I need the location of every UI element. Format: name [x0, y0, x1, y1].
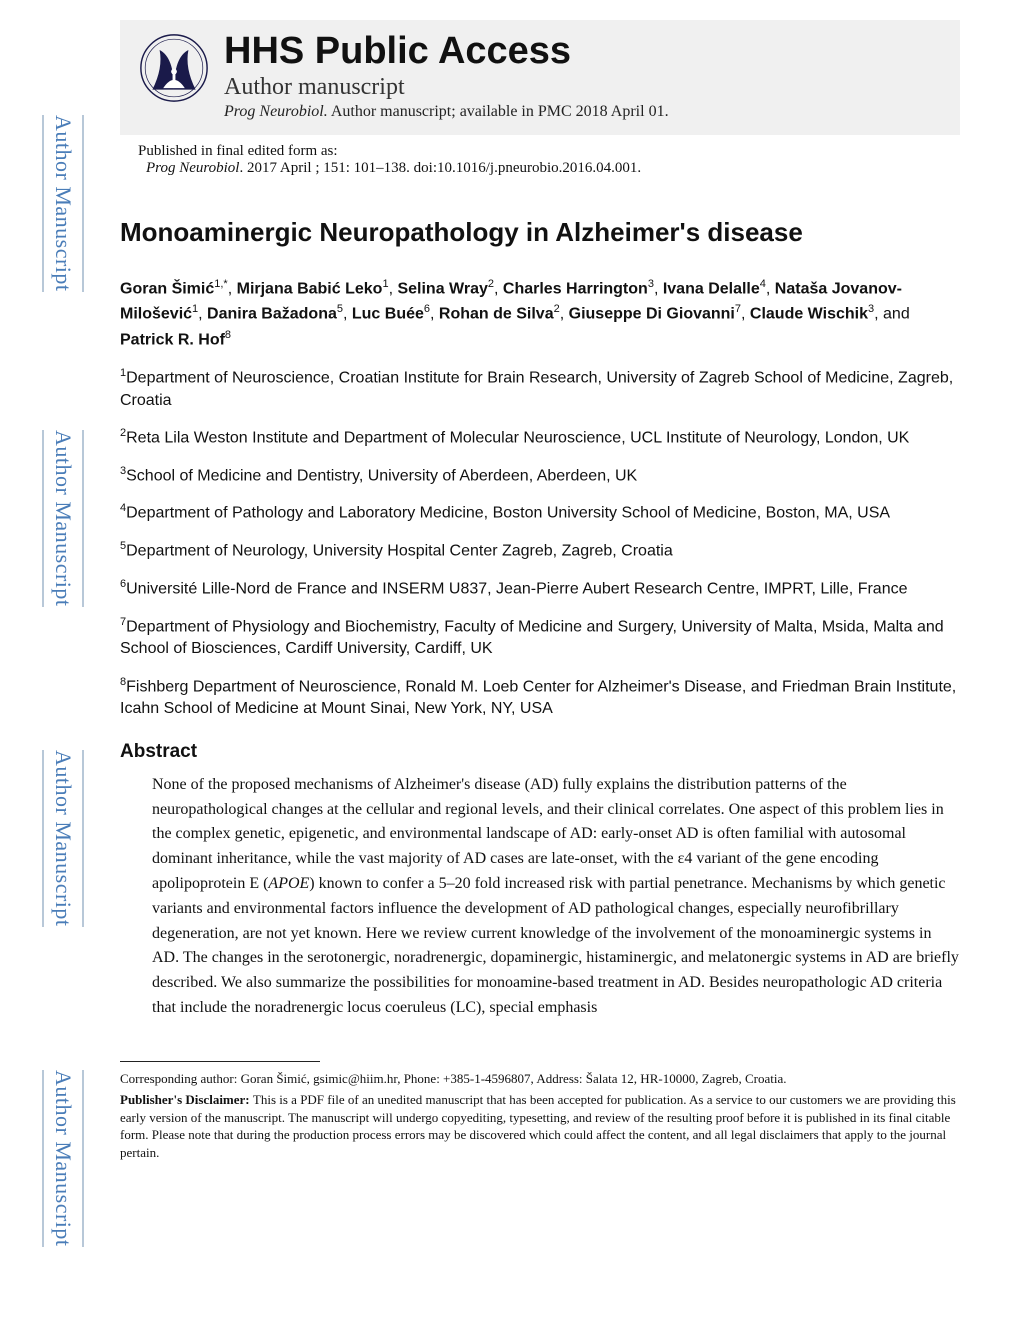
author-name: Charles Harrington — [503, 280, 648, 297]
pub-line2: Prog Neurobiol. 2017 April ; 151: 101–13… — [138, 160, 960, 177]
author-affil-sup: 8 — [225, 329, 231, 341]
author-name: Giuseppe Di Giovanni — [569, 306, 735, 323]
affiliation-text: Department of Neuroscience, Croatian Ins… — [120, 369, 953, 408]
author-sep: , — [654, 280, 663, 297]
abstract-post: ) known to confer a 5–20 fold increased … — [152, 875, 959, 1016]
affiliation: 7Department of Physiology and Biochemist… — [120, 615, 960, 661]
author-affil-sup: 1,* — [214, 278, 227, 290]
affiliation-text: Fishberg Department of Neuroscience, Ron… — [120, 678, 956, 717]
header-text-block: HHS Public Access Author manuscript Prog… — [224, 32, 669, 121]
publication-info: Published in final edited form as: Prog … — [120, 143, 960, 177]
affiliation-text: Reta Lila Weston Institute and Departmen… — [126, 429, 909, 446]
author-name: Rohan de Silva — [439, 306, 554, 323]
footer-block: Corresponding author: Goran Šimić, gsimi… — [120, 1070, 960, 1162]
watermark-author-manuscript: Author Manuscript — [42, 1070, 84, 1247]
publisher-disclaimer: Publisher's Disclaimer: This is a PDF fi… — [120, 1091, 960, 1161]
article-title: Monoaminergic Neuropathology in Alzheime… — [120, 217, 960, 248]
author-name: Danira Bažadona — [207, 306, 337, 323]
author-sep: , — [494, 280, 503, 297]
affiliation: 6Université Lille-Nord de France and INS… — [120, 577, 960, 601]
affiliation: 8Fishberg Department of Neuroscience, Ro… — [120, 675, 960, 721]
author-sep: , — [198, 306, 207, 323]
author-sep: , — [343, 306, 352, 323]
watermark-author-manuscript: Author Manuscript — [42, 115, 84, 292]
abstract-gene-italic: APOE — [268, 875, 309, 892]
author-name: Selina Wray — [397, 280, 487, 297]
footer-separator — [120, 1061, 320, 1062]
affiliation-text: Department of Physiology and Biochemistr… — [120, 618, 944, 657]
affiliation: 4Department of Pathology and Laboratory … — [120, 501, 960, 525]
author-name: Ivana Delalle — [663, 280, 760, 297]
affiliation: 3School of Medicine and Dentistry, Unive… — [120, 464, 960, 488]
pub-citation-text: . 2017 April ; 151: 101–138. doi:10.1016… — [239, 160, 641, 176]
author-sep: , — [560, 306, 569, 323]
author-sep: , — [430, 306, 439, 323]
author-sep: , — [766, 280, 775, 297]
corresponding-author: Corresponding author: Goran Šimić, gsimi… — [120, 1070, 960, 1088]
hhs-subtitle: Author manuscript — [224, 74, 669, 101]
pub-journal-italic: Prog Neurobiol — [146, 160, 239, 176]
abstract-text: None of the proposed mechanisms of Alzhe… — [120, 773, 960, 1021]
hhs-logo-icon — [138, 32, 210, 104]
hhs-title: HHS Public Access — [224, 32, 669, 72]
journal-availability-line: Prog Neurobiol. Author manuscript; avail… — [224, 103, 669, 121]
authors-list: Goran Šimić1,*, Mirjana Babić Leko1, Sel… — [120, 276, 960, 352]
affiliation: 2Reta Lila Weston Institute and Departme… — [120, 426, 960, 450]
journal-avail-text: Author manuscript; available in PMC 2018… — [328, 103, 669, 120]
author-name: Luc Buée — [352, 306, 424, 323]
watermark-author-manuscript: Author Manuscript — [42, 750, 84, 927]
journal-name: Prog Neurobiol. — [224, 103, 328, 120]
author-name: Goran Šimić — [120, 280, 214, 297]
author-name: Mirjana Babić Leko — [237, 280, 383, 297]
affiliation-text: Department of Pathology and Laboratory M… — [126, 505, 890, 522]
affiliation: 5Department of Neurology, University Hos… — [120, 539, 960, 563]
author-sep: , and — [874, 306, 910, 323]
page-content: HHS Public Access Author manuscript Prog… — [0, 0, 1020, 1182]
author-sep: , — [741, 306, 750, 323]
affiliation-text: Department of Neurology, University Hosp… — [126, 542, 673, 559]
affiliation: 1Department of Neuroscience, Croatian In… — [120, 366, 960, 412]
abstract-heading: Abstract — [120, 741, 960, 763]
watermark-author-manuscript: Author Manuscript — [42, 430, 84, 607]
affiliation-text: School of Medicine and Dentistry, Univer… — [126, 467, 637, 484]
author-sep: , — [228, 280, 237, 297]
author-name: Patrick R. Hof — [120, 331, 225, 348]
pub-line1: Published in final edited form as: — [138, 143, 960, 160]
hhs-header-box: HHS Public Access Author manuscript Prog… — [120, 20, 960, 135]
author-name: Claude Wischik — [750, 306, 868, 323]
affiliation-text: Université Lille-Nord de France and INSE… — [126, 580, 907, 597]
disclaimer-label: Publisher's Disclaimer: — [120, 1092, 253, 1107]
